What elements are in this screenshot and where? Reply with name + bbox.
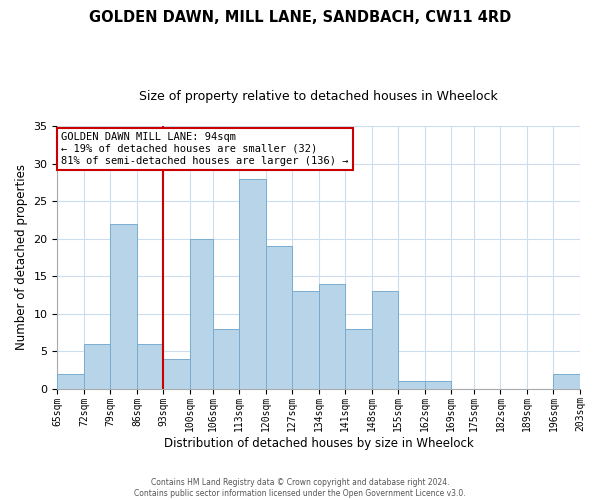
- Bar: [319, 284, 345, 389]
- Bar: [553, 374, 580, 388]
- Y-axis label: Number of detached properties: Number of detached properties: [15, 164, 28, 350]
- Text: Contains HM Land Registry data © Crown copyright and database right 2024.
Contai: Contains HM Land Registry data © Crown c…: [134, 478, 466, 498]
- Bar: [84, 344, 110, 388]
- Bar: [58, 374, 84, 388]
- Bar: [110, 224, 137, 388]
- X-axis label: Distribution of detached houses by size in Wheelock: Distribution of detached houses by size …: [164, 437, 473, 450]
- Bar: [425, 381, 451, 388]
- Text: GOLDEN DAWN, MILL LANE, SANDBACH, CW11 4RD: GOLDEN DAWN, MILL LANE, SANDBACH, CW11 4…: [89, 10, 511, 25]
- Bar: [239, 179, 266, 388]
- Bar: [266, 246, 292, 388]
- Bar: [345, 328, 372, 388]
- Bar: [212, 328, 239, 388]
- Bar: [137, 344, 163, 388]
- Bar: [190, 238, 212, 388]
- Bar: [163, 358, 190, 388]
- Bar: [372, 291, 398, 388]
- Bar: [292, 291, 319, 388]
- Bar: [398, 381, 425, 388]
- Title: Size of property relative to detached houses in Wheelock: Size of property relative to detached ho…: [139, 90, 498, 103]
- Text: GOLDEN DAWN MILL LANE: 94sqm
← 19% of detached houses are smaller (32)
81% of se: GOLDEN DAWN MILL LANE: 94sqm ← 19% of de…: [61, 132, 349, 166]
